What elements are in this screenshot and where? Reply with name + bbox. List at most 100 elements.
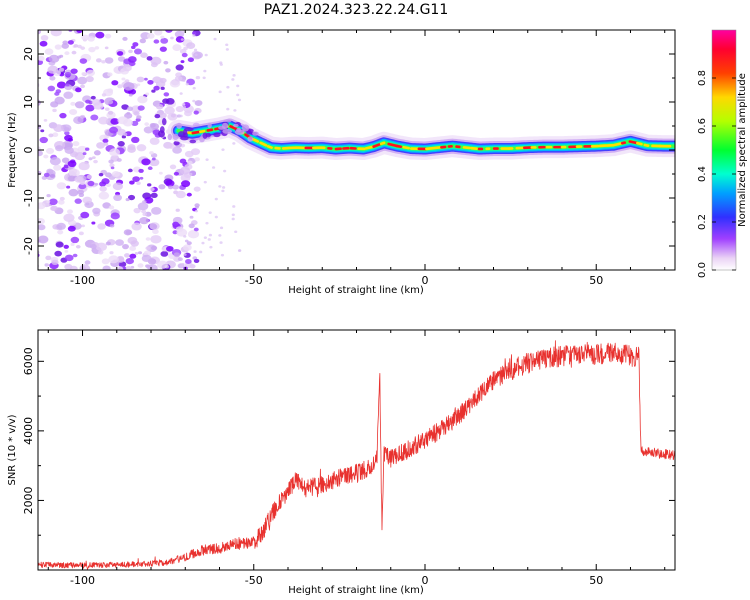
heatmap-cell [146, 56, 153, 61]
heatmap-cell [113, 194, 122, 202]
heatmap-cell [38, 202, 46, 210]
x-tick-label: 50 [589, 574, 603, 587]
heatmap-cell [163, 60, 169, 65]
heatmap-cell [69, 108, 78, 116]
heatmap-cell [80, 211, 90, 219]
heatmap-cell [146, 264, 153, 270]
heatmap-cell [181, 103, 186, 106]
heatmap-cell [108, 255, 119, 264]
heatmap-cell [104, 57, 114, 64]
heatmap-cell [167, 143, 176, 149]
spectrogram-frame [37, 29, 676, 271]
heatmap-cell [225, 43, 229, 47]
heatmap-cell [195, 75, 201, 80]
heatmap-cell [139, 176, 144, 180]
heatmap-cell [82, 152, 87, 156]
colorbar-tick-label: 0.0 [697, 262, 708, 278]
heatmap-cell [99, 181, 107, 187]
heatmap-cell [193, 258, 200, 264]
heatmap-cell [77, 44, 82, 49]
heatmap-cell [156, 260, 168, 269]
heatmap-cell [179, 264, 184, 268]
heatmap-cell [51, 259, 59, 266]
heatmap-cell [30, 266, 34, 269]
heatmap-cell [109, 223, 115, 228]
heatmap-cell [49, 75, 56, 81]
heatmap-cell [75, 244, 81, 249]
heatmap-cell [149, 187, 155, 192]
heatmap-cell [136, 115, 142, 120]
heatmap-cell [193, 250, 197, 253]
heatmap-cell [165, 179, 175, 187]
heatmap-cell [157, 130, 165, 138]
heatmap-cell [232, 74, 236, 77]
heatmap-cell [111, 171, 120, 178]
heatmap-cell [181, 180, 191, 188]
heatmap-cell [185, 258, 192, 264]
heatmap-cell [84, 260, 91, 265]
heatmap-cell [232, 142, 236, 145]
x-tick-label: -100 [70, 574, 95, 587]
heatmap-cell [205, 132, 212, 138]
heatmap-cell [150, 123, 160, 130]
heatmap-cell [39, 40, 48, 47]
heatmap-cell [186, 192, 192, 197]
heatmap-cell [231, 78, 235, 81]
heatmap-cell [145, 92, 150, 96]
heatmap-cell [160, 37, 169, 44]
heatmap-cell [179, 92, 183, 95]
heatmap-cell [188, 223, 195, 229]
heatmap-cell [91, 156, 96, 160]
heatmap-cell [149, 151, 154, 155]
heatmap-cell [201, 241, 205, 245]
heatmap-cell [78, 183, 87, 190]
heatmap-cell [67, 40, 74, 45]
heatmap-cell [192, 86, 196, 90]
heatmap-cell [101, 258, 110, 265]
heatmap-cell [123, 82, 135, 91]
heatmap-cell [211, 166, 216, 169]
heatmap-cell [176, 122, 182, 129]
heatmap-cell [98, 172, 104, 177]
heatmap-cell [50, 30, 62, 37]
heatmap-cell [204, 53, 208, 57]
heatmap-cell [108, 159, 114, 164]
heatmap-cell [193, 110, 199, 115]
heatmap-cell [125, 198, 130, 202]
heatmap-cell [116, 51, 124, 56]
heatmap-cell [163, 92, 170, 97]
heatmap-cell [103, 142, 109, 146]
y-tick-label: 6000 [22, 347, 35, 375]
spectrogram-x-label: Height of straight line (km) [288, 285, 424, 296]
heatmap-cell [67, 160, 77, 168]
heatmap-cell [133, 207, 141, 214]
heatmap-cell [57, 229, 64, 235]
heatmap-cell [192, 99, 196, 103]
heatmap-cell [127, 194, 136, 201]
heatmap-cell [38, 99, 41, 107]
heatmap-cell [149, 158, 160, 167]
heatmap-ridge-peak [206, 128, 214, 132]
heatmap-cell [137, 105, 145, 111]
heatmap-cell [90, 95, 96, 100]
heatmap-cell [159, 46, 167, 52]
y-tick-label: 20 [22, 47, 35, 61]
heatmap-cell [107, 110, 114, 115]
heatmap-cell [165, 30, 173, 33]
heatmap-cell [173, 171, 180, 176]
heatmap-cell [65, 83, 70, 87]
heatmap-cell [152, 229, 159, 235]
heatmap-cell [127, 168, 133, 173]
heatmap-cell [102, 265, 111, 270]
heatmap-cell [67, 225, 76, 232]
heatmap-cell [186, 42, 196, 50]
heatmap-cell [179, 114, 183, 118]
heatmap-cell [74, 101, 85, 109]
x-tick-label: 50 [589, 274, 603, 287]
heatmap-cell [158, 184, 166, 190]
heatmap-cell [137, 95, 148, 104]
heatmap-cell [221, 122, 229, 130]
x-tick-label: -50 [245, 574, 263, 587]
heatmap-cell [68, 168, 80, 178]
